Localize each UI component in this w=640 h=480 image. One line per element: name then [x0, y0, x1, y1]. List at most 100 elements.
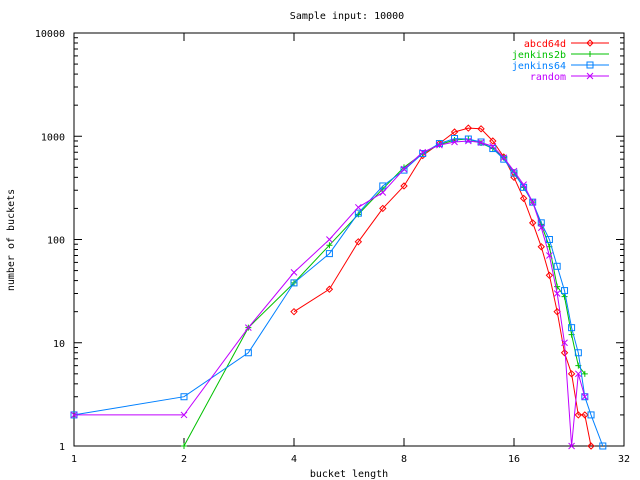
data-point — [528, 219, 537, 227]
series-abcd64d — [290, 124, 595, 450]
data-point — [489, 137, 497, 145]
data-point — [561, 339, 568, 347]
data-point — [436, 141, 443, 149]
legend-label: abcd64d — [524, 39, 566, 50]
data-point — [70, 411, 78, 419]
x-axis: 1 2 4 8 16 32 — [71, 33, 630, 465]
data-point — [554, 283, 561, 290]
data-point — [510, 169, 518, 177]
data-point — [587, 442, 595, 450]
data-point — [599, 442, 607, 450]
x-tick-label: 8 — [401, 454, 407, 465]
data-point — [561, 293, 568, 300]
legend-marker — [586, 72, 594, 80]
data-point — [561, 287, 569, 295]
data-point — [400, 182, 408, 190]
series-layer — [70, 124, 607, 450]
data-point — [354, 203, 362, 211]
y-tick-label: 10000 — [35, 29, 65, 40]
data-point — [553, 290, 561, 297]
y-axis: 1 10 100 1000 10000 — [35, 29, 624, 453]
x-tick-label: 1 — [71, 454, 77, 465]
legend-marker — [586, 39, 594, 47]
data-point — [419, 150, 427, 158]
series-line — [74, 140, 586, 447]
x-tick-label: 32 — [618, 454, 630, 465]
data-point — [574, 411, 583, 419]
data-point — [529, 198, 537, 206]
data-point — [379, 189, 387, 196]
data-point — [290, 269, 298, 276]
data-point — [477, 125, 485, 133]
data-point — [567, 370, 576, 378]
chart-title: Sample input: 10000 — [290, 11, 404, 22]
x-tick-label: 16 — [508, 454, 520, 465]
data-point — [553, 307, 561, 316]
data-point — [464, 124, 473, 132]
data-point — [325, 285, 334, 293]
data-point — [180, 411, 188, 419]
series-random — [70, 137, 589, 450]
data-point — [568, 324, 576, 332]
data-point — [244, 324, 252, 332]
data-point — [326, 242, 333, 249]
legend-label: random — [530, 72, 566, 83]
data-point — [537, 224, 545, 232]
y-tick-label: 1000 — [41, 132, 65, 143]
legend-label: jenkins64 — [512, 61, 566, 72]
data-point — [451, 138, 458, 146]
data-point — [500, 154, 508, 162]
data-point — [519, 194, 528, 203]
data-point — [581, 393, 589, 401]
plot-frame — [73, 32, 625, 447]
data-point — [545, 236, 553, 243]
series-line — [73, 138, 604, 447]
data-point — [477, 139, 485, 146]
legend-marker — [586, 61, 594, 69]
data-point — [537, 243, 545, 251]
data-point — [244, 349, 252, 357]
legend-marker — [587, 51, 593, 57]
data-point — [180, 393, 188, 401]
data-point — [354, 238, 363, 246]
data-point — [545, 271, 554, 280]
y-axis-label: number of buckets — [6, 189, 17, 291]
data-point — [181, 443, 187, 449]
data-point — [520, 181, 527, 188]
data-point — [581, 370, 588, 377]
data-point — [379, 204, 387, 213]
data-point — [325, 250, 333, 258]
data-point — [587, 411, 595, 419]
data-point — [568, 442, 575, 450]
y-tick-label: 1 — [59, 442, 65, 453]
data-point — [574, 370, 582, 378]
data-point — [435, 140, 443, 148]
data-point — [546, 252, 553, 259]
legend-label: jenkins2b — [512, 50, 566, 61]
y-tick-label: 10 — [53, 339, 65, 350]
data-point — [500, 155, 508, 163]
data-point — [529, 198, 537, 206]
x-tick-label: 2 — [181, 454, 187, 465]
data-point — [400, 165, 408, 173]
data-point — [326, 236, 333, 243]
data-point — [464, 137, 472, 145]
data-point — [537, 219, 545, 227]
data-point — [400, 166, 408, 174]
data-point — [510, 167, 518, 175]
data-point — [450, 128, 459, 136]
data-point — [489, 142, 497, 150]
series-jenkins64 — [70, 135, 607, 450]
data-point — [290, 307, 298, 316]
x-tick-label: 4 — [291, 454, 297, 465]
data-point — [464, 135, 472, 143]
data-point — [560, 349, 569, 357]
data-point — [581, 393, 589, 401]
data-point — [354, 209, 362, 217]
data-point — [581, 411, 589, 419]
data-point — [419, 148, 427, 156]
x-axis-label: bucket length — [310, 469, 388, 480]
data-point — [379, 182, 387, 190]
